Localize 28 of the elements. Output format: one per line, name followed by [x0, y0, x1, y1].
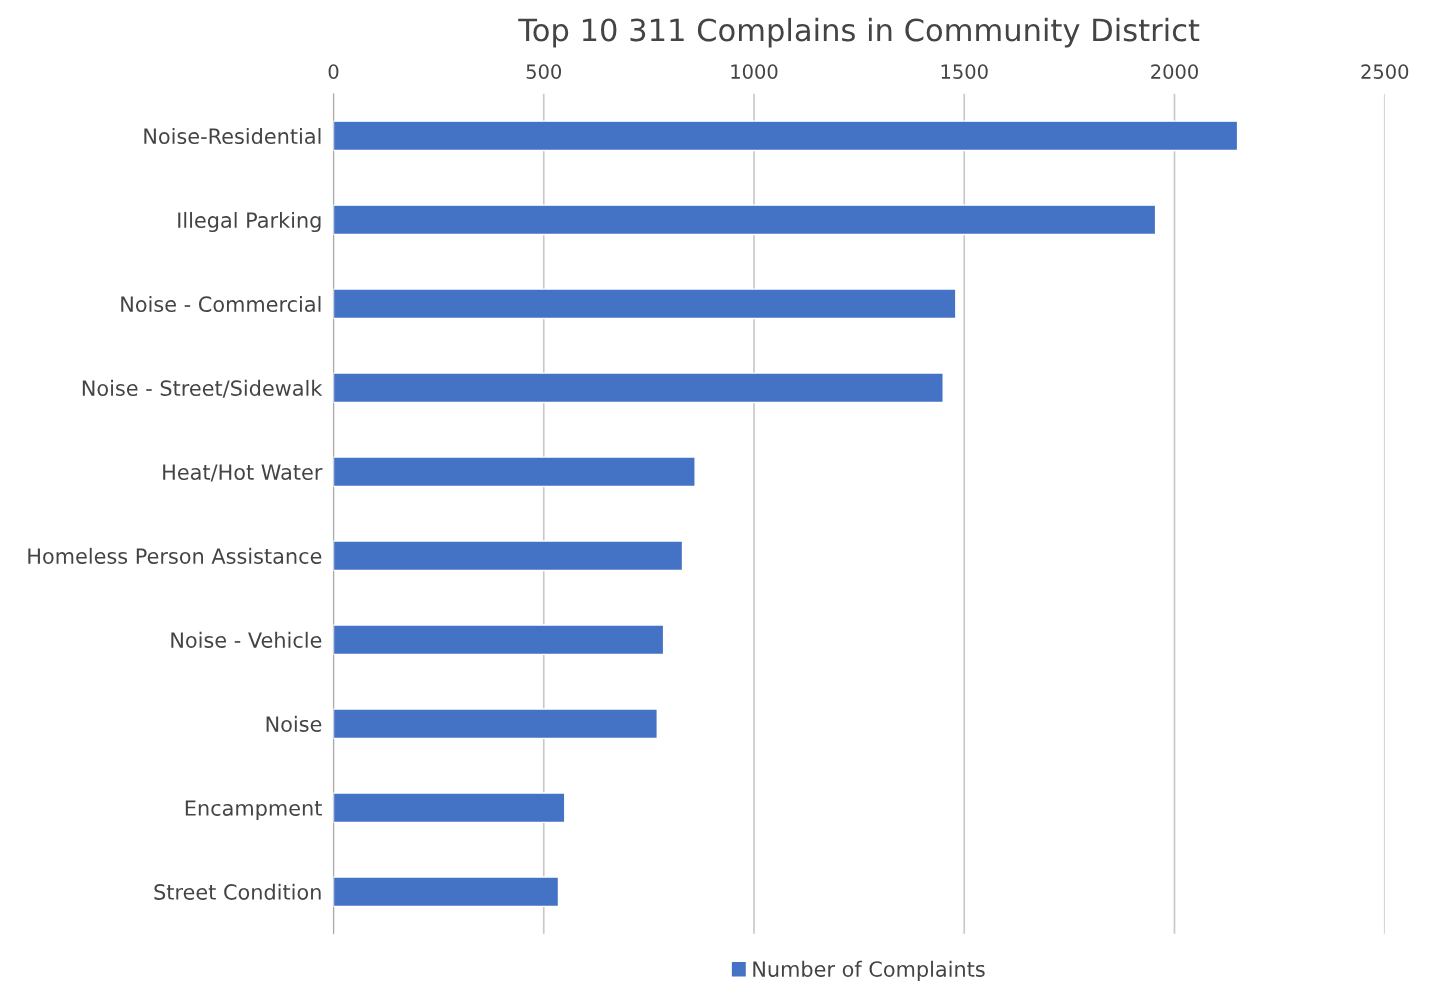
y-tick-label: Noise - Vehicle: [171, 631, 322, 648]
y-tick-label: Illegal Parking: [178, 211, 321, 233]
y-tick-label: Encampment: [185, 800, 322, 820]
y-tick-label: Homeless Person Assistance: [28, 547, 322, 564]
bar: [333, 624, 665, 656]
y-tick-label: Heat/Hot Water: [163, 464, 323, 482]
bar: [333, 876, 560, 908]
x-tick-label: 1500: [941, 64, 988, 79]
y-tick-label: Noise - Street/Sidewalk: [82, 379, 323, 398]
bar: [333, 372, 944, 404]
x-tick-label: 500: [526, 64, 562, 79]
bar: [333, 708, 658, 740]
x-tick-label: 2500: [1361, 64, 1409, 79]
bar: [333, 120, 1239, 152]
x-tick-label: 2000: [1151, 64, 1198, 79]
y-tick-label: Noise-Residential: [144, 127, 321, 145]
bar: [333, 288, 957, 320]
y-tick-label: Noise: [266, 715, 322, 732]
y-tick-label: Noise - Commercial: [121, 295, 321, 313]
bar: [333, 456, 696, 488]
x-tick-label: 0: [328, 64, 339, 79]
bar: [333, 204, 1157, 236]
bar: [333, 540, 684, 572]
y-tick-label: Street Condition: [154, 883, 321, 900]
x-tick-label: 1000: [731, 64, 778, 79]
legend-label: Number of Complaints: [753, 960, 985, 981]
chart-title: Top 10 311 Complains in Community District: [518, 17, 1200, 48]
bar: [333, 792, 566, 824]
